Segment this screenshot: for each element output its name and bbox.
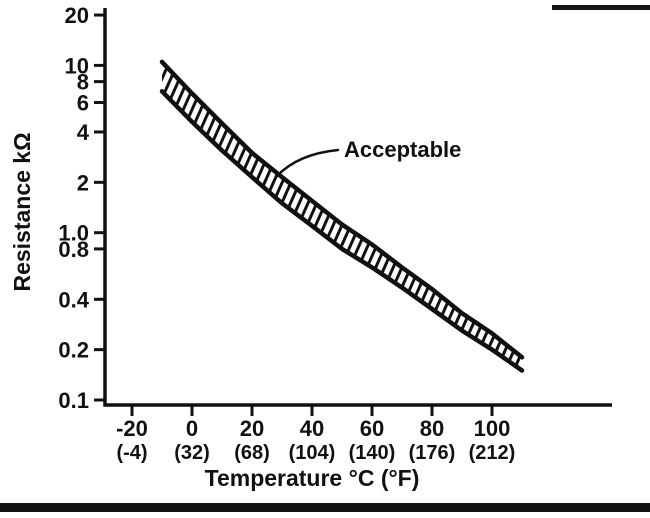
x-tick-label-celsius: 40 — [300, 416, 324, 441]
x-tick-label-celsius: -20 — [116, 416, 148, 441]
y-tick-label: 0.2 — [58, 338, 89, 363]
x-tick-label-celsius: 100 — [474, 416, 511, 441]
x-tick-label-fahrenheit: (176) — [409, 442, 456, 464]
x-tick-label-fahrenheit: (104) — [289, 442, 336, 464]
x-axis-title: Temperature °C (°F) — [205, 465, 420, 491]
y-tick-label: 2 — [77, 170, 89, 195]
acceptable-band — [162, 61, 522, 371]
resistance-temperature-chart: 201086421.00.80.40.20.1-20(-4)0(32)20(68… — [9, 3, 612, 491]
top-right-rule — [552, 5, 650, 10]
x-tick-label-celsius: 80 — [420, 416, 444, 441]
y-tick-label: 0.4 — [58, 287, 89, 312]
bottom-rule — [0, 503, 650, 512]
axes — [103, 8, 612, 407]
y-tick-label: 8 — [77, 70, 89, 95]
x-tick-label-fahrenheit: (68) — [234, 442, 270, 464]
x-tick-label-celsius: 60 — [360, 416, 384, 441]
x-tick-label-celsius: 20 — [240, 416, 264, 441]
y-tick-label: 1.0 — [58, 221, 89, 246]
x-tick-label-fahrenheit: (32) — [174, 442, 210, 464]
y-tick-label: 4 — [77, 120, 90, 145]
x-tick-label-fahrenheit: (140) — [349, 442, 396, 464]
x-tick-label-celsius: 0 — [186, 416, 198, 441]
upper-limit-curve — [159, 59, 525, 360]
lower-limit-curve — [159, 89, 525, 373]
x-axis-ticks: -20(-4) 0(32) 20(68) 40(104) 60(140) 80(176) 1… — [116, 404, 515, 464]
x-tick-label-fahrenheit: (-4) — [116, 442, 147, 464]
y-tick-label: 20 — [65, 3, 89, 28]
annotation-leader-line — [275, 148, 340, 178]
y-tick-label: 0.8 — [58, 237, 89, 262]
y-tick-label: 6 — [77, 91, 89, 116]
x-tick-label-fahrenheit: (212) — [469, 442, 516, 464]
y-tick-label: 10 — [65, 53, 89, 78]
y-axis-title: Resistance kΩ — [9, 132, 35, 291]
annotation-acceptable: Acceptable — [344, 137, 461, 162]
y-tick-label: 0.1 — [58, 388, 89, 413]
